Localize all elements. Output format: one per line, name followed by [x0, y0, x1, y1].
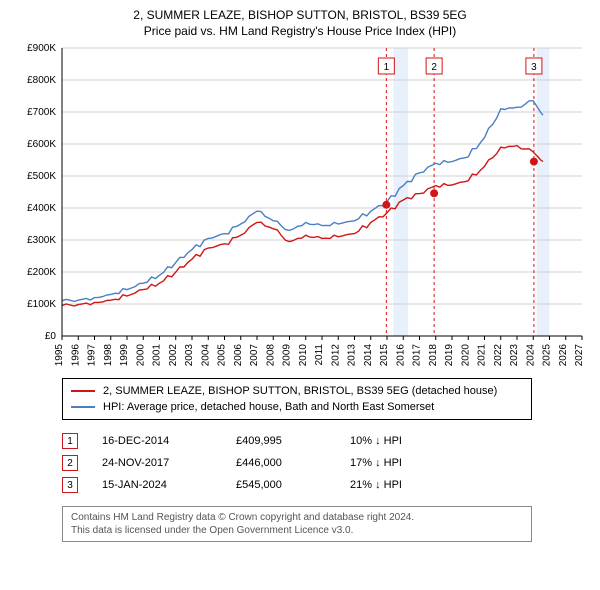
x-tick-label: 2018 [428, 344, 439, 367]
y-tick-label: £100K [27, 299, 56, 310]
y-tick-label: £0 [45, 331, 57, 342]
x-tick-label: 2021 [477, 344, 488, 367]
sale-row-date: 24-NOV-2017 [102, 457, 212, 469]
x-tick-label: 2001 [152, 344, 163, 367]
y-tick-label: £800K [27, 75, 56, 86]
sale-row-date: 16-DEC-2014 [102, 435, 212, 447]
x-tick-label: 2007 [249, 344, 260, 367]
x-tick-label: 2009 [282, 344, 293, 367]
sale-row-diff: 17% ↓ HPI [350, 457, 440, 469]
sale-marker-label: 3 [531, 62, 537, 73]
sale-dot [430, 189, 438, 197]
x-tick-label: 2003 [184, 344, 195, 367]
legend-row-property: 2, SUMMER LEAZE, BISHOP SUTTON, BRISTOL,… [71, 383, 523, 399]
sale-row-marker: 3 [62, 477, 78, 493]
legend-swatch-property [71, 390, 95, 392]
chart-container: 2, SUMMER LEAZE, BISHOP SUTTON, BRISTOL,… [8, 8, 592, 542]
x-tick-label: 2022 [493, 344, 504, 367]
sale-row-date: 15-JAN-2024 [102, 479, 212, 491]
x-tick-label: 2006 [233, 344, 244, 367]
x-tick-label: 2024 [525, 344, 536, 367]
highlight-band [537, 48, 550, 336]
sale-row: 2 24-NOV-2017 £446,000 17% ↓ HPI [62, 452, 592, 474]
legend-label-property: 2, SUMMER LEAZE, BISHOP SUTTON, BRISTOL,… [103, 385, 497, 397]
x-tick-label: 2015 [379, 344, 390, 367]
x-tick-label: 2012 [330, 344, 341, 367]
x-tick-label: 2017 [412, 344, 423, 367]
y-tick-label: £600K [27, 139, 56, 150]
x-tick-label: 2014 [363, 344, 374, 367]
x-tick-label: 2020 [460, 344, 471, 367]
attribution-line1: Contains HM Land Registry data © Crown c… [71, 511, 523, 524]
title-subtitle: Price paid vs. HM Land Registry's House … [8, 24, 592, 38]
legend-label-hpi: HPI: Average price, detached house, Bath… [103, 401, 434, 413]
x-tick-label: 1998 [103, 344, 114, 367]
sale-row-marker: 2 [62, 455, 78, 471]
x-tick-label: 2005 [217, 344, 228, 367]
chart-titles: 2, SUMMER LEAZE, BISHOP SUTTON, BRISTOL,… [8, 8, 592, 38]
x-tick-label: 2016 [395, 344, 406, 367]
x-tick-label: 2019 [444, 344, 455, 367]
y-tick-label: £300K [27, 235, 56, 246]
attribution: Contains HM Land Registry data © Crown c… [62, 506, 532, 542]
y-tick-label: £500K [27, 171, 56, 182]
price-chart: £0 £100K £200K £300K £400K £500K £600K £700K £80… [8, 42, 592, 372]
sale-row-marker: 1 [62, 433, 78, 449]
y-tick-label: £900K [27, 43, 56, 54]
y-tick-label: £700K [27, 107, 56, 118]
x-tick-label: 2002 [168, 344, 179, 367]
x-tick-label: 2013 [347, 344, 358, 367]
sale-row: 3 15-JAN-2024 £545,000 21% ↓ HPI [62, 474, 592, 496]
legend-swatch-hpi [71, 406, 95, 408]
sale-row-price: £409,995 [236, 435, 326, 447]
x-tick-label: 1996 [70, 344, 81, 367]
x-tick-label: 2008 [265, 344, 276, 367]
sale-dot [382, 201, 390, 209]
x-tick-label: 2011 [314, 344, 325, 366]
attribution-line2: This data is licensed under the Open Gov… [71, 524, 523, 537]
x-tick-label: 2027 [574, 344, 585, 367]
x-tick-label: 1997 [87, 344, 98, 367]
sale-row-price: £545,000 [236, 479, 326, 491]
x-tick-label: 1999 [119, 344, 130, 367]
title-address: 2, SUMMER LEAZE, BISHOP SUTTON, BRISTOL,… [8, 8, 592, 22]
x-tick-label: 1995 [54, 344, 65, 367]
legend-row-hpi: HPI: Average price, detached house, Bath… [71, 399, 523, 415]
x-tick-label: 2023 [509, 344, 520, 367]
legend: 2, SUMMER LEAZE, BISHOP SUTTON, BRISTOL,… [62, 378, 532, 420]
x-tick-label: 2026 [558, 344, 569, 367]
sale-marker-label: 2 [431, 62, 437, 73]
sale-row-price: £446,000 [236, 457, 326, 469]
x-tick-label: 2025 [542, 344, 553, 367]
y-tick-label: £400K [27, 203, 56, 214]
y-tick-label: £200K [27, 267, 56, 278]
sale-row-diff: 21% ↓ HPI [350, 479, 440, 491]
x-tick-label: 2010 [298, 344, 309, 367]
highlight-band [394, 48, 409, 336]
sale-dot [530, 158, 538, 166]
sales-list: 1 16-DEC-2014 £409,995 10% ↓ HPI 2 24-NOV-201… [62, 430, 592, 496]
sale-marker-label: 1 [384, 62, 390, 73]
x-tick-label: 2004 [200, 344, 211, 367]
sale-row: 1 16-DEC-2014 £409,995 10% ↓ HPI [62, 430, 592, 452]
x-tick-label: 2000 [135, 344, 146, 367]
sale-row-diff: 10% ↓ HPI [350, 435, 440, 447]
